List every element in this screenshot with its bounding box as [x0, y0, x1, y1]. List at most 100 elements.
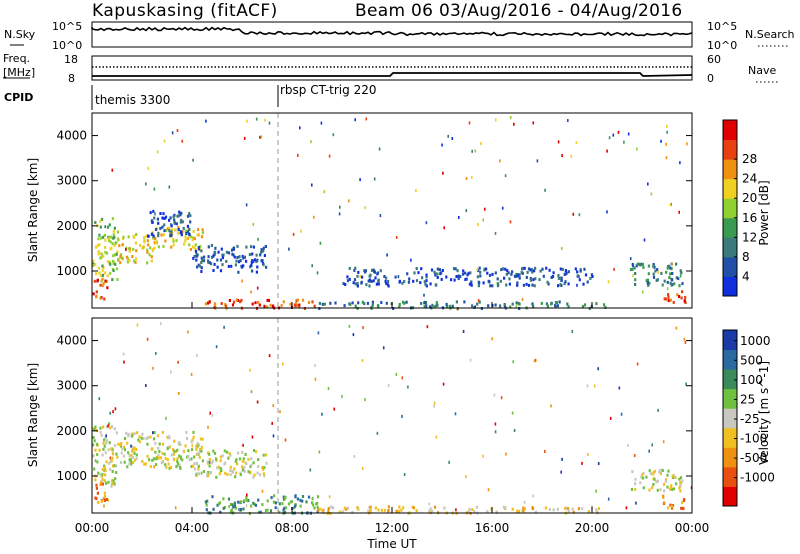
velocity-scatter-cell — [486, 510, 489, 513]
power-scatter-cell — [369, 273, 372, 277]
power-scatter-cell — [164, 229, 168, 232]
power-scatter-cell — [232, 300, 236, 304]
power-scatter-cell — [665, 142, 667, 146]
power-scatter-cell — [379, 214, 382, 218]
velocity-scatter-cell — [656, 488, 659, 492]
power-scatter-cell — [207, 260, 210, 264]
noise-right-tick-top: 10^5 — [707, 20, 737, 33]
velocity-scatter-cell — [179, 466, 182, 470]
power-scatter-cell — [245, 203, 248, 207]
power-scatter-cell — [367, 279, 370, 283]
power-scatter-cell — [92, 261, 95, 265]
velocity-scatter-cell — [157, 456, 160, 460]
velocity-scatter-cell — [250, 457, 253, 461]
velocity-scatter-cell — [129, 457, 132, 461]
power-scatter-cell — [451, 137, 454, 140]
power-scatter-cell — [531, 283, 534, 287]
power-scatter-cell — [559, 267, 562, 271]
power-scatter-cell — [646, 278, 649, 282]
velocity-scatter-cell — [567, 507, 570, 511]
power-scatter-cell — [589, 276, 592, 280]
velocity-scatter-cell — [152, 457, 155, 461]
velocity-scatter-cell — [95, 442, 99, 446]
power-scatter-cell — [637, 262, 641, 266]
power-scatter-cell — [436, 276, 439, 279]
power-scatter-cell — [363, 302, 366, 306]
power-scatter-cell — [377, 278, 380, 282]
velocity-scatter-cell — [243, 499, 246, 503]
power-scatter-cell — [289, 302, 292, 306]
velocity-scatter-cell — [245, 504, 248, 508]
velocity-colorbar-swatch — [723, 330, 737, 351]
power-scatter-cell — [385, 281, 388, 285]
velocity-scatter-cell — [500, 396, 503, 400]
velocity-scatter-cell — [196, 472, 199, 476]
power-scatter-cell — [245, 259, 248, 263]
velocity-scatter-cell — [153, 465, 155, 469]
power-scatter-cell — [429, 305, 432, 309]
power-scatter-cell — [176, 214, 179, 218]
power-scatter-cell — [578, 278, 581, 282]
power-scatter-cell — [102, 266, 105, 270]
power-scatter-cell — [506, 269, 509, 273]
power-scatter-cell — [213, 302, 216, 306]
velocity-scatter-cell — [200, 446, 203, 449]
power-scatter-cell — [354, 118, 356, 122]
velocity-scatter-cell — [213, 451, 217, 455]
velocity-scatter-cell — [164, 456, 167, 460]
power-scatter-cell — [268, 121, 271, 125]
velocity-scatter-cell — [98, 448, 101, 452]
power-scatter-cell — [299, 126, 301, 130]
power-scatter-cell — [540, 301, 543, 305]
velocity-scatter-cell — [663, 489, 666, 493]
power-scatter-cell — [156, 217, 159, 221]
power-scatter-cell — [439, 272, 442, 276]
power-scatter-cell — [252, 245, 255, 249]
velocity-scatter-cell — [198, 472, 201, 476]
velocity-scatter-cell — [110, 447, 113, 451]
velocity-scatter-cell — [522, 506, 525, 510]
velocity-scatter-cell — [656, 479, 659, 483]
velocity-scatter-cell — [242, 507, 245, 511]
velocity-scatter-cell — [469, 358, 472, 362]
velocity-scatter-cell — [158, 450, 161, 453]
velocity-scatter-cell — [544, 449, 546, 453]
power-scatter-cell — [557, 273, 560, 277]
power-scatter-cell — [172, 243, 175, 247]
velocity-scatter-cell — [200, 449, 203, 453]
velocity-xtick-label: 00:00 — [75, 521, 110, 535]
power-scatter-cell — [252, 222, 255, 226]
power-scatter-cell — [627, 132, 630, 136]
power-scatter-cell — [515, 304, 518, 308]
power-scatter-cell — [260, 250, 263, 254]
power-scatter-cell — [346, 275, 349, 279]
power-scatter-cell — [591, 275, 594, 278]
power-colorbar-tick-label: 20 — [742, 191, 757, 205]
power-scatter-cell — [265, 265, 268, 269]
velocity-scatter-cell — [176, 448, 179, 452]
velocity-scatter-cell — [102, 441, 105, 445]
velocity-scatter-cell — [131, 433, 134, 436]
power-scatter-cell — [113, 226, 116, 230]
power-scatter-cell — [666, 287, 669, 291]
velocity-scatter-cell — [242, 443, 244, 447]
power-scatter-cell — [435, 283, 438, 287]
velocity-scatter-cell — [219, 467, 222, 470]
power-scatter-cell — [210, 244, 213, 247]
velocity-scatter-cell — [131, 449, 134, 453]
power-scatter-cell — [214, 246, 217, 250]
power-scatter-cell — [192, 230, 195, 233]
velocity-scatter-cell — [272, 404, 275, 407]
power-scatter-cell — [106, 274, 109, 278]
velocity-scatter-cell — [287, 502, 291, 506]
velocity-scatter-cell — [332, 506, 335, 510]
power-scatter-cell — [184, 235, 187, 238]
velocity-scatter-cell — [97, 471, 100, 475]
power-scatter-cell — [402, 300, 405, 304]
velocity-scatter-cell — [640, 475, 643, 479]
power-scatter-cell — [122, 235, 125, 239]
noise-panel: N.Sky 10^5 10^0 10^5 10^0 N.Search — [4, 20, 795, 52]
velocity-scatter-cell — [161, 430, 164, 434]
velocity-scatter-cell — [99, 473, 102, 477]
power-scatter-cell — [660, 139, 662, 143]
